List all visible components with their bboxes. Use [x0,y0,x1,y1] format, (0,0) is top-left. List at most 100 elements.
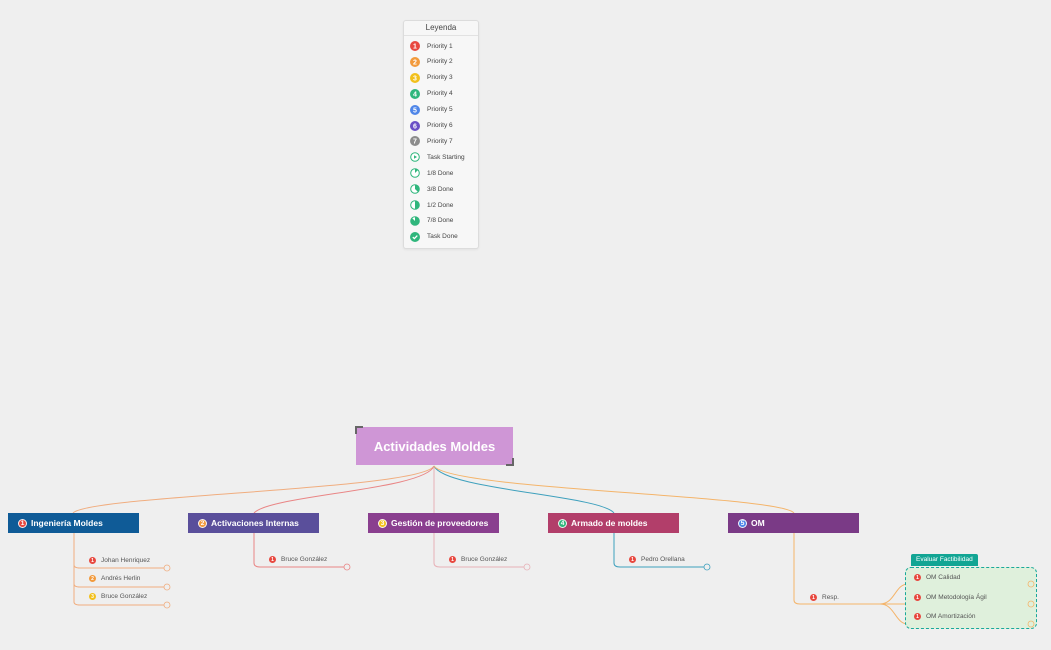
legend-label: 7/8 Done [427,217,454,225]
legend-row: 1/2 Done [410,199,453,211]
link-ingenieria-1 [73,564,166,569]
priority-2-icon: 2 [198,518,207,528]
priority-1-icon: 1 [269,556,276,563]
legend-row: 7/8 Done [410,215,453,227]
priority-1-icon: 1 [914,574,921,581]
subtopic-label: OM Calidad [926,574,961,581]
link-root-activaciones [253,465,435,514]
subtopic-label: Bruce González [461,556,508,563]
subtopic-johan-henriquez[interactable]: 1 Johan Henriquez [89,555,150,566]
legend-row: 3/8 Done [410,183,453,195]
priority-1-icon: 1 [449,556,456,563]
topic-label: Gestión de proveedores [391,518,489,528]
central-topic-label: Actividades Moldes [373,438,496,454]
subtopic-resp[interactable]: 1 Resp. [810,592,839,603]
collapse-handle [523,563,531,571]
boundary-label[interactable]: Evaluar Factibilidad [911,554,978,566]
subtopic-om-amortizacion[interactable]: 1 OM Amortización [914,611,976,622]
svg-text:7: 7 [413,139,417,146]
collapse-handle [703,563,711,571]
collapse-handle [163,564,171,572]
svg-text:4: 4 [413,91,417,98]
link-activaciones-1 [253,533,346,568]
svg-text:5: 5 [413,107,417,114]
link-ingenieria-2 [73,583,166,588]
priority-1-icon: 1 [18,518,27,528]
legend-label: Priority 2 [427,58,453,66]
task-starting-icon [410,152,420,163]
topic-activaciones-internas[interactable]: 2 Activaciones Internas [188,513,319,533]
link-ingenieria-3 [73,601,166,606]
link-root-armado [433,465,615,514]
legend-label: Task Done [427,233,458,241]
topic-armado-moldes[interactable]: 4 Armado de moldes [548,513,679,533]
priority-4-icon: 4 [410,88,420,99]
subtopic-om-metodologia-agil[interactable]: 1 OM Metodología Ágil [914,592,987,603]
priority-1-icon: 1 [89,557,96,564]
selection-corner [355,426,363,434]
legend-label: Priority 7 [427,137,453,145]
topic-label: Armado de moldes [571,518,648,528]
legend-row: 7 Priority 7 [410,135,453,147]
subtopic-label: Pedro Orellana [641,556,685,563]
legend-row: 4 Priority 4 [410,88,453,100]
subtopic-om-calidad[interactable]: 1 OM Calidad [914,572,960,583]
collapse-handle [343,563,351,571]
legend-row: 1 Priority 1 [410,40,453,52]
priority-5-icon: 5 [738,518,747,528]
task-done-icon [410,231,420,242]
priority-6-icon: 6 [410,120,420,131]
collapse-handle [163,601,171,609]
collapse-handle [163,583,171,591]
legend-panel: Leyenda 1 Priority 1 2 Priority 2 3 Priority … [403,20,479,249]
legend-label: Priority 6 [427,122,453,129]
legend-row: Task Starting [410,151,465,163]
legend-row: 1/8 Done [410,167,453,179]
link-om-1 [793,533,880,605]
subtopic-pedro-orellana[interactable]: 1 Pedro Orellana [629,554,685,565]
progress-7-8-icon [410,216,420,226]
subtopic-label: Bruce González [281,556,328,563]
legend-row: 2 Priority 2 [410,56,453,68]
subtopic-andres-herlin[interactable]: 2 Andrés Herlin [89,573,140,584]
subtopic-bruce-gonzalez-ingenieria[interactable]: 3 Bruce González [89,591,147,602]
topic-label: Ingeniería Moldes [31,518,103,528]
legend-label: Priority 4 [427,90,453,98]
topic-label: OM [751,518,765,528]
legend-row: Task Done [410,231,458,243]
legend-row: 3 Priority 3 [410,72,453,84]
legend-row: 5 Priority 5 [410,104,453,116]
subtopic-label: Resp. [822,594,839,601]
link-root-om [433,465,795,514]
legend-row: 6 Priority 6 [410,120,453,132]
link-root-ingenieria [72,465,435,514]
priority-3-icon: 3 [410,72,420,83]
priority-1-icon: 1 [810,594,817,601]
central-topic[interactable]: Actividades Moldes [355,426,514,466]
topic-ingenieria-moldes[interactable]: 1 Ingeniería Moldes [8,513,139,533]
svg-text:2: 2 [413,59,417,66]
link-gestion-1 [433,533,526,568]
progress-1-8-icon [410,168,420,178]
priority-3-icon: 3 [89,593,96,600]
topic-om[interactable]: 5 OM [728,513,859,533]
legend-label: 1/2 Done [427,201,454,209]
subtopic-bruce-gonzalez-gestion[interactable]: 1 Bruce González [449,554,507,565]
progress-1-2-icon [410,200,420,210]
topic-gestion-proveedores[interactable]: 3 Gestión de proveedores [368,513,499,533]
subtopic-bruce-gonzalez-activaciones[interactable]: 1 Bruce González [269,554,327,565]
priority-2-icon: 2 [410,56,420,67]
svg-text:3: 3 [413,75,417,82]
legend-label: Task Starting [427,153,465,161]
subtopic-label: Johan Henriquez [101,557,151,564]
subtopic-label: Bruce González [101,593,148,600]
boundary-evaluar-factibilidad[interactable] [905,567,1037,629]
subtopic-label: Andrés Herlin [101,575,141,582]
legend-label: Priority 1 [427,42,453,50]
link-armado-1 [613,533,706,568]
priority-7-icon: 7 [410,136,420,147]
priority-5-icon: 5 [410,104,420,115]
priority-2-icon: 2 [89,575,96,582]
svg-text:6: 6 [413,123,417,130]
